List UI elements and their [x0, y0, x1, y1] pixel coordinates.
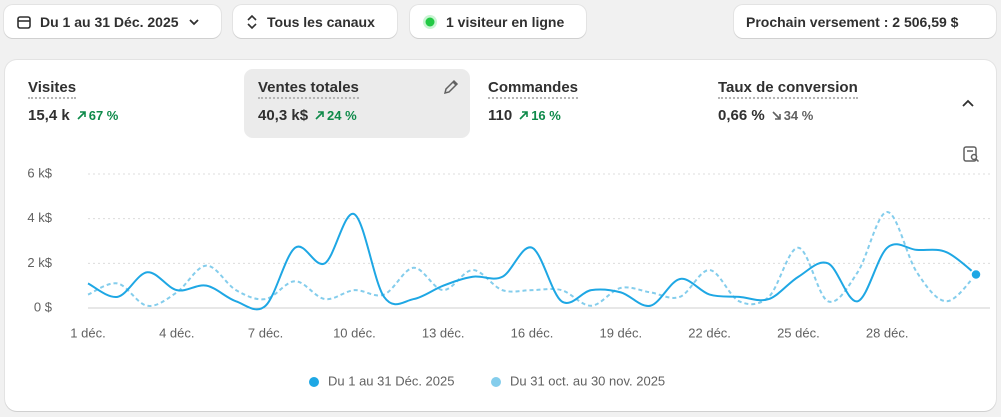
- x-tick-label: 22 déc.: [688, 325, 731, 340]
- metric-change-value: 24 %: [327, 108, 357, 123]
- visitors-button[interactable]: 1 visiteur en ligne: [410, 5, 586, 38]
- metric-change: 16 %: [518, 108, 561, 123]
- date-range-button[interactable]: Du 1 au 31 Déc. 2025: [4, 5, 221, 38]
- legend-label: Du 31 oct. au 30 nov. 2025: [510, 373, 665, 388]
- channels-button[interactable]: Tous les canaux: [233, 5, 397, 38]
- x-tick-label: 16 déc.: [511, 325, 554, 340]
- metric-label: Taux de conversion: [718, 79, 858, 99]
- sort-icon: [247, 14, 257, 29]
- channels: Tous les canaux: [267, 13, 375, 30]
- metric-tile[interactable]: Taux de conversion 0,66 % 34 %: [704, 69, 930, 138]
- report-icon[interactable]: [962, 145, 980, 163]
- x-tick-label: 7 déc.: [248, 325, 283, 340]
- calendar-icon: [17, 15, 31, 29]
- metric-value: 15,4 k: [28, 107, 70, 124]
- y-tick-label: 0 $: [34, 299, 53, 314]
- trend-arrow: [772, 111, 781, 120]
- analytics-card: [5, 60, 996, 411]
- payout: Prochain versement : 2 506,59 $: [746, 13, 959, 30]
- y-tick-label: 6 k$: [27, 165, 52, 180]
- x-tick-label: 4 déc.: [159, 325, 194, 340]
- metric-value: 110: [488, 107, 513, 124]
- live-dot: [423, 14, 437, 29]
- y-tick-label: 4 k$: [27, 210, 52, 225]
- x-tick-label: 19 déc.: [599, 325, 642, 340]
- metric-label: Ventes totales: [258, 79, 359, 99]
- metric-change: 24 %: [314, 108, 357, 123]
- trend-arrow: [519, 111, 529, 120]
- legend-swatch: [491, 377, 501, 387]
- x-tick-label: 1 déc.: [70, 325, 105, 340]
- trend-arrow: [77, 111, 86, 120]
- y-tick-label: 2 k$: [27, 255, 52, 270]
- x-tick-label: 10 déc.: [333, 325, 376, 340]
- x-tick-label: 13 déc.: [422, 325, 465, 340]
- metric-value: 0,66 %: [718, 107, 765, 124]
- metric-tile[interactable]: Ventes totales 40,3 k$ 24 %: [244, 69, 470, 138]
- legend-swatch: [309, 377, 319, 387]
- x-tick-label: 25 déc.: [777, 325, 820, 340]
- metric-tile[interactable]: Visites 15,4 k 67 %: [14, 69, 240, 138]
- metric-tile[interactable]: Commandes 110 16 %: [474, 69, 700, 138]
- metric-change-value: 16 %: [531, 108, 561, 123]
- x-tick-label: 28 déc.: [866, 325, 909, 340]
- legend-label: Du 1 au 31 Déc. 2025: [328, 373, 454, 388]
- end-point: [970, 268, 982, 281]
- metric-label: Visites: [28, 79, 77, 99]
- metric-change-value: 67 %: [88, 108, 119, 123]
- edit-icon[interactable]: [442, 78, 460, 96]
- series-line: [87, 210, 977, 307]
- metric-change-value: 34 %: [783, 108, 814, 123]
- trend-arrow: [315, 111, 324, 120]
- metric-value: 40,3 k$: [258, 107, 309, 124]
- series-line: [87, 213, 977, 311]
- date-range: Du 1 au 31 Déc. 2025: [40, 13, 179, 30]
- payout-button[interactable]: Prochain versement : 2 506,59 $: [734, 5, 996, 38]
- metric-label: Commandes: [488, 79, 579, 99]
- metric-change: 34 %: [771, 108, 814, 123]
- visitors: 1 visiteur en ligne: [446, 13, 565, 30]
- metric-change: 67 %: [76, 108, 119, 123]
- collapse-icon[interactable]: [960, 96, 976, 112]
- chevron-down: [188, 18, 199, 25]
